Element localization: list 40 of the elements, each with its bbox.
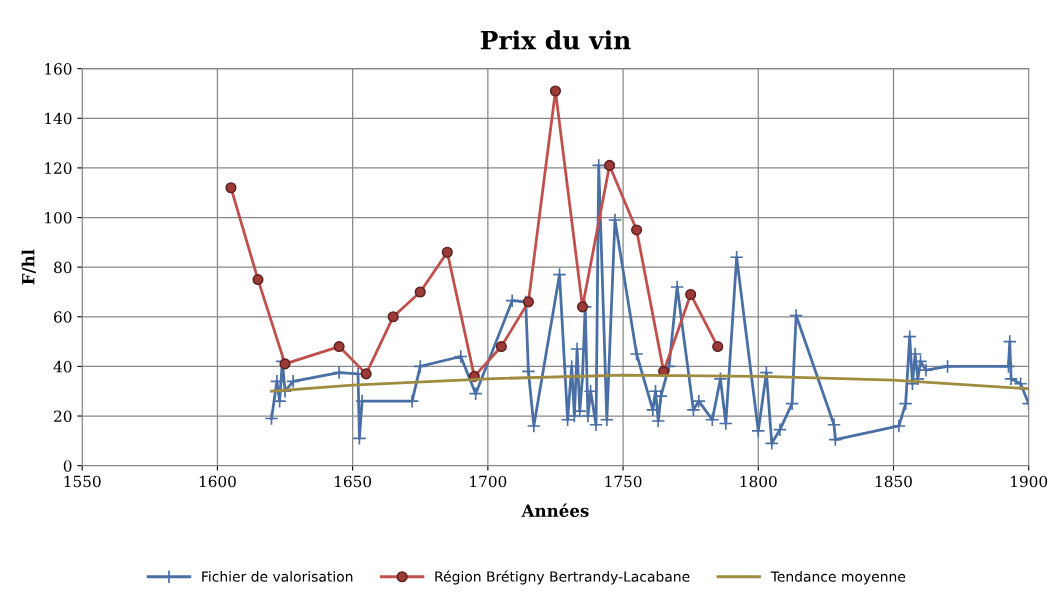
y-tick-label: 120 <box>45 162 72 174</box>
line-series <box>270 373 1029 393</box>
x-axis-title: Années <box>521 503 589 517</box>
point <box>414 286 426 298</box>
y-tick-label: 140 <box>45 112 72 125</box>
point <box>252 274 264 286</box>
x-tick-label: 1600 <box>199 475 236 488</box>
legend-label: Tendance moyenne <box>770 571 906 585</box>
y-tick-label: 100 <box>45 212 72 224</box>
point <box>441 246 453 258</box>
x-tick-label: 1550 <box>64 475 101 488</box>
point <box>522 296 534 308</box>
point <box>387 311 399 323</box>
point <box>631 224 643 236</box>
point <box>495 341 507 353</box>
point <box>225 182 237 194</box>
y-axis-title: F/hl <box>21 249 36 285</box>
x-tick-label: 1900 <box>1011 475 1048 488</box>
x-tick-label: 1750 <box>605 475 642 488</box>
y-tick-label: 40 <box>53 360 72 373</box>
y-tick-label: 20 <box>54 410 72 423</box>
point <box>279 358 291 370</box>
x-tick-label: 1700 <box>470 475 507 488</box>
chart-title: Prix du vin <box>480 30 631 50</box>
y-tick-label: 0 <box>63 460 72 472</box>
y-tick-label: 80 <box>54 261 72 274</box>
point <box>685 288 697 301</box>
legend-label: Fichier de valorisation <box>202 571 353 582</box>
point <box>333 341 345 353</box>
point <box>712 341 724 353</box>
x-tick-label: 1800 <box>740 475 777 488</box>
x-tick-label: 1850 <box>875 475 912 488</box>
point <box>576 301 589 313</box>
legend-label: Région Brétigny Bertrandy-Lacabane <box>435 570 690 585</box>
x-tick-label: 1650 <box>335 475 372 488</box>
point <box>360 368 372 380</box>
y-tick-label: 160 <box>45 63 72 75</box>
point <box>549 85 562 97</box>
y-tick-label: 60 <box>54 311 72 323</box>
point <box>603 159 616 171</box>
